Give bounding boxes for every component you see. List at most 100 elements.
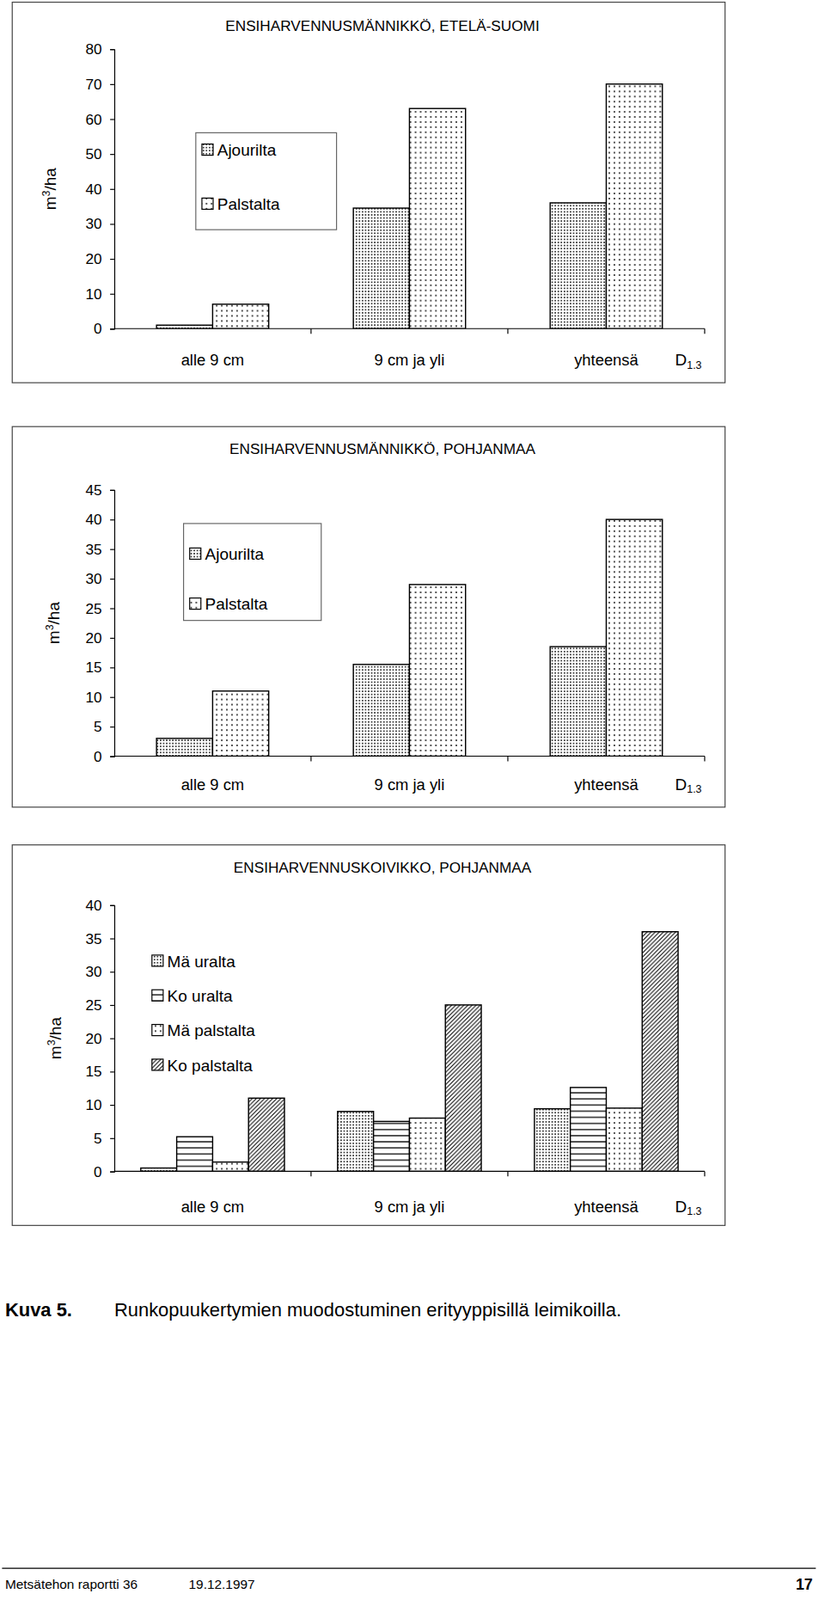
bars [140, 931, 679, 1172]
y-tick: 45 [85, 481, 115, 499]
y-tick: 40 [85, 180, 115, 198]
y-tick: 10 [85, 688, 115, 706]
x-axis-label-sub: 1.3 [686, 359, 702, 372]
chart-frame [12, 844, 725, 1226]
y-tick-label: 25 [85, 599, 103, 618]
y-tick-label: 30 [85, 214, 103, 233]
legend-label: Ajourilta [205, 544, 265, 563]
y-tick: 25 [85, 599, 115, 618]
y-tick-label: 80 [85, 40, 103, 58]
y-tick: 30 [85, 962, 115, 980]
legend-label: Palstalta [217, 195, 281, 214]
y-tick-label: 70 [85, 75, 103, 93]
bar [445, 1004, 482, 1172]
y-tick-label: 15 [85, 1062, 103, 1080]
y-tick-mark [110, 578, 115, 580]
y-tick-mark [110, 607, 115, 609]
y-tick-mark [110, 755, 115, 757]
legend-swatch [152, 1058, 164, 1070]
y-axis-label: m3/ha [43, 601, 63, 645]
y-tick-mark [110, 1038, 115, 1039]
y-tick: 20 [85, 250, 115, 268]
y-tick: 50 [85, 145, 115, 163]
y-tick: 0 [93, 747, 115, 765]
bar [605, 519, 662, 756]
bar [177, 1136, 214, 1171]
y-tick-mark [110, 904, 115, 906]
chart: 01020304050607080alle 9 cm9 cm ja yliyht… [12, 2, 725, 384]
category-divider [703, 328, 705, 334]
chart-title: ENSIHARVENNUSKOIVIKKO, POHJANMAA [233, 858, 532, 876]
legend-swatch [152, 989, 164, 1001]
bars [156, 84, 663, 329]
y-axis: 01020304050607080 [85, 40, 116, 337]
x-tick-label: alle 9 cm [181, 775, 245, 794]
bar [212, 1161, 249, 1172]
y-tick-label: 10 [85, 285, 103, 303]
bar [353, 664, 410, 757]
y-axis-label-part: /ha [44, 601, 63, 625]
y-tick-mark [110, 489, 115, 491]
y-tick-label: 20 [85, 1029, 103, 1047]
y-tick-label: 30 [85, 962, 103, 980]
category-divider [507, 755, 508, 761]
x-axis-label: D1.3 [675, 775, 703, 796]
x-tick-label: 9 cm ja yli [374, 1197, 446, 1216]
x-tick-label: yhteensä [574, 775, 639, 794]
category-divider [507, 328, 508, 334]
legend-label: Ajourilta [217, 140, 277, 159]
chart-title: ENSIHARVENNUSMÄNNIKKÖ, ETELÄ-SUOMI [225, 17, 539, 35]
y-tick: 20 [85, 629, 115, 647]
legend-swatch [189, 547, 202, 559]
legend-label: Palstalta [205, 594, 269, 613]
y-tick-mark [110, 189, 115, 190]
footer-rule [1, 1566, 816, 1568]
y-tick-label: 25 [85, 996, 103, 1014]
legend-swatch [201, 197, 214, 209]
y-tick-label: 30 [85, 569, 103, 587]
y-axis-label-sup: 3 [40, 189, 53, 196]
x-axis-label-sub: 1.3 [686, 1204, 702, 1217]
category-divider [310, 755, 312, 761]
chart-frame [12, 426, 725, 807]
footer-page: 17 [795, 1575, 813, 1593]
y-axis-label-part: m [46, 1045, 65, 1059]
y-tick-label: 10 [85, 1095, 103, 1113]
y-axis-label: m3/ha [40, 167, 60, 211]
x-axis-line [114, 328, 705, 330]
y-tick-label: 20 [85, 250, 103, 268]
y-tick-label: 40 [85, 510, 103, 528]
y-tick-mark [110, 696, 115, 698]
y-tick-mark [110, 666, 115, 668]
y-axis: 051015202530354045 [85, 481, 116, 765]
chart-frame [12, 2, 725, 384]
y-axis-label-part: m [44, 629, 63, 644]
legend-frame [195, 132, 337, 230]
y-tick-mark [110, 293, 115, 295]
y-tick-mark [110, 1137, 115, 1139]
legend: Ajourilta Palstalta [195, 132, 337, 230]
y-axis: 0510152025303540 [85, 896, 116, 1180]
y-tick-mark [110, 937, 115, 939]
y-tick-label: 35 [85, 929, 103, 948]
y-tick: 20 [85, 1029, 115, 1047]
y-tick-label: 40 [85, 896, 103, 914]
bar [605, 84, 662, 329]
category-divider [310, 328, 312, 334]
footer: Metsätehon raportti 3619.12.199717 [1, 1567, 816, 1593]
y-axis-label-part: /ha [41, 167, 60, 191]
y-axis-label-sup: 3 [43, 623, 56, 630]
y-axis-label-part: m [41, 195, 60, 210]
bar [212, 304, 269, 329]
y-tick-label: 40 [85, 180, 103, 198]
legend: Ajourilta Palstalta [183, 523, 322, 621]
y-tick-mark [110, 1170, 115, 1172]
y-tick: 60 [85, 110, 115, 129]
x-axis-line [114, 1170, 705, 1172]
x-axis-label-main: D [675, 775, 688, 794]
legend-label: Mä uralta [167, 952, 237, 971]
bar [337, 1111, 374, 1172]
chart-title: ENSIHARVENNUSMÄNNIKKÖ, POHJANMAA [229, 440, 536, 458]
y-axis-label-sup: 3 [45, 1038, 58, 1045]
y-tick-mark [110, 726, 115, 728]
